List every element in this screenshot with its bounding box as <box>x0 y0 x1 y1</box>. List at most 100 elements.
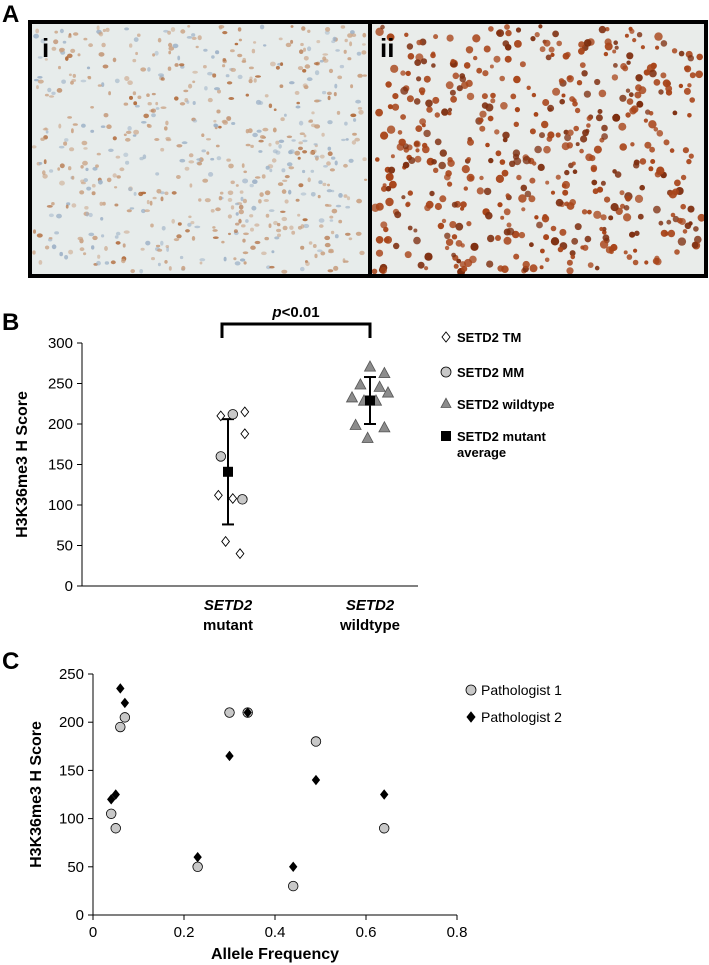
left-nucleus <box>278 139 285 143</box>
right-nucleus <box>658 220 664 226</box>
left-nucleus <box>304 64 311 69</box>
panel-b-legend-label: SETD2 TM <box>457 330 521 345</box>
left-nucleus <box>301 26 306 31</box>
left-nucleus <box>322 53 329 56</box>
left-nucleus <box>310 169 315 173</box>
right-nucleus <box>429 190 435 197</box>
right-nucleus <box>388 104 394 110</box>
left-nucleus <box>164 191 169 196</box>
right-nucleus <box>667 229 676 238</box>
left-nucleus <box>51 46 57 51</box>
left-nucleus <box>243 170 247 174</box>
right-nucleus <box>612 169 617 174</box>
left-nucleus <box>167 66 172 71</box>
left-nucleus <box>245 143 251 147</box>
left-nucleus <box>188 160 195 164</box>
left-nucleus <box>286 162 293 167</box>
right-nucleus <box>479 110 487 118</box>
right-nucleus <box>611 74 619 81</box>
right-nucleus <box>674 249 680 255</box>
left-nucleus <box>295 198 300 202</box>
left-nucleus <box>121 258 126 264</box>
right-nucleus <box>656 130 664 137</box>
panel-c-y-tick-label: 150 <box>59 762 84 779</box>
left-nucleus <box>176 234 182 239</box>
right-nucleus <box>380 131 389 140</box>
right-nucleus <box>612 113 621 122</box>
right-nucleus <box>485 211 493 220</box>
left-nucleus <box>191 36 197 41</box>
left-nucleus <box>338 193 343 198</box>
left-nucleus <box>254 223 260 227</box>
left-nucleus <box>49 169 54 173</box>
right-nucleus <box>604 196 611 203</box>
panel-b-point-triangle <box>373 380 386 392</box>
panel-b-point-triangle <box>363 360 377 372</box>
right-nucleus <box>680 203 686 210</box>
left-nucleus <box>314 99 320 103</box>
left-nucleus <box>197 161 202 166</box>
left-nucleus <box>61 79 66 84</box>
right-nucleus <box>557 246 564 253</box>
left-nucleus <box>65 56 69 61</box>
right-nucleus <box>599 226 604 232</box>
left-nucleus <box>152 196 157 200</box>
left-nucleus <box>222 58 227 62</box>
left-nucleus <box>262 127 269 132</box>
left-nucleus <box>275 65 280 70</box>
left-nucleus <box>263 44 267 47</box>
right-nucleus <box>601 124 608 132</box>
right-nucleus <box>580 245 585 250</box>
left-nucleus <box>57 167 61 171</box>
panel-c-point-circle <box>224 707 235 718</box>
left-nucleus <box>299 49 304 54</box>
right-nucleus <box>669 148 675 153</box>
left-nucleus <box>67 116 72 119</box>
left-nucleus <box>234 261 241 266</box>
left-nucleus <box>160 77 165 81</box>
left-nucleus <box>348 237 353 241</box>
left-nucleus <box>180 29 186 34</box>
left-nucleus <box>215 50 220 55</box>
left-nucleus <box>173 238 180 242</box>
left-nucleus <box>303 85 309 90</box>
right-nucleus <box>465 46 474 54</box>
left-nucleus <box>258 150 263 153</box>
right-nucleus <box>379 266 387 274</box>
left-nucleus <box>307 29 311 33</box>
left-nucleus <box>59 163 65 169</box>
right-nucleus <box>456 85 463 92</box>
left-nucleus <box>306 77 313 82</box>
right-nucleus <box>637 213 644 220</box>
left-nucleus <box>103 113 109 118</box>
right-nucleus <box>529 128 536 135</box>
left-nucleus <box>358 109 364 115</box>
left-nucleus <box>317 249 323 253</box>
right-nucleus <box>626 60 631 65</box>
left-nucleus <box>135 104 140 108</box>
right-nucleus <box>529 177 536 184</box>
left-nucleus <box>207 97 213 103</box>
panel-b-y-tick-label: 200 <box>48 416 73 433</box>
left-nucleus <box>115 241 121 245</box>
left-nucleus <box>344 38 348 43</box>
right-nucleus <box>696 53 703 61</box>
right-nucleus <box>566 259 573 266</box>
left-nucleus <box>40 38 46 44</box>
left-nucleus <box>241 224 246 228</box>
right-nucleus <box>375 202 384 211</box>
right-nucleus <box>481 102 489 109</box>
left-nucleus <box>322 58 329 63</box>
left-nucleus <box>172 43 179 49</box>
left-nucleus <box>284 113 287 117</box>
left-nucleus <box>269 265 275 269</box>
right-nucleus <box>482 70 489 77</box>
left-nucleus <box>345 205 351 209</box>
left-nucleus <box>297 66 304 71</box>
left-nucleus <box>80 179 85 183</box>
left-nucleus <box>354 137 361 142</box>
left-nucleus <box>338 219 343 224</box>
right-nucleus <box>547 131 555 139</box>
right-nucleus <box>684 65 692 73</box>
left-nucleus <box>271 250 275 254</box>
